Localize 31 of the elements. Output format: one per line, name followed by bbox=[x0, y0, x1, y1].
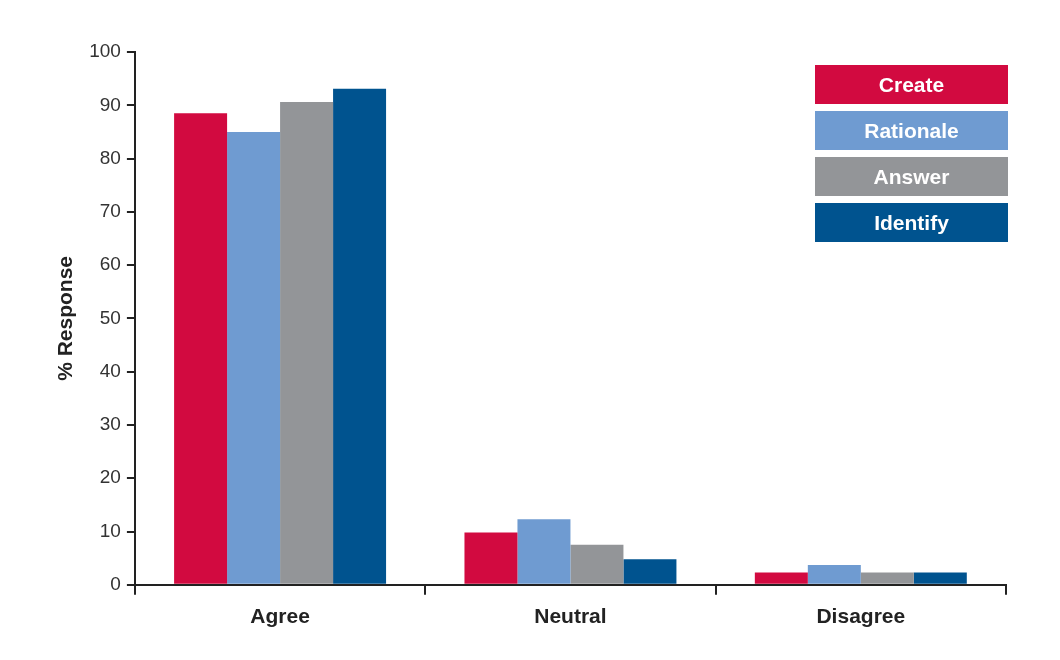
bar bbox=[280, 102, 334, 584]
y-tick-label: 20 bbox=[99, 466, 121, 488]
bar bbox=[333, 88, 387, 584]
bar bbox=[227, 131, 281, 584]
y-tick-label: 100 bbox=[89, 40, 121, 62]
bar bbox=[174, 113, 228, 584]
text: Create bbox=[815, 65, 1008, 104]
y-tick-label: 30 bbox=[99, 413, 121, 435]
bar bbox=[860, 572, 914, 584]
y-axis-title: % Response bbox=[53, 255, 77, 381]
text: Rationale bbox=[815, 111, 1008, 150]
bar bbox=[517, 519, 571, 584]
y-tick-label: 0 bbox=[110, 573, 121, 595]
bar bbox=[913, 572, 967, 584]
y-tick-label: 40 bbox=[99, 359, 121, 381]
y-tick-label: 80 bbox=[99, 146, 121, 168]
bar bbox=[570, 544, 624, 584]
text: Identify bbox=[815, 203, 1008, 242]
x-tick-label: Neutral bbox=[534, 604, 607, 628]
x-tick-label: Agree bbox=[250, 604, 310, 628]
bar bbox=[464, 532, 518, 584]
y-tick-label: 90 bbox=[99, 93, 121, 115]
y-tick-label: 50 bbox=[99, 306, 121, 328]
y-tick-label: 10 bbox=[99, 519, 121, 541]
y-tick-label: 70 bbox=[99, 200, 121, 222]
bar bbox=[754, 572, 808, 584]
x-tick-label: Disagree bbox=[816, 604, 906, 628]
text: Answer bbox=[815, 157, 1008, 196]
bar bbox=[807, 565, 861, 584]
y-tick-label: 60 bbox=[99, 253, 121, 275]
bar bbox=[623, 559, 677, 584]
